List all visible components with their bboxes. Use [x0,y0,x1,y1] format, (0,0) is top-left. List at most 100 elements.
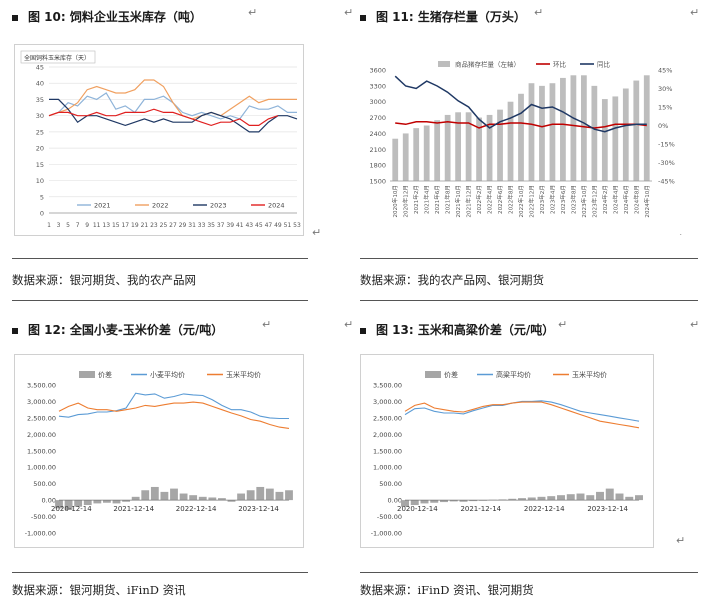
caption-fig12: 图 12: 全国小麦-玉米价差（元/吨） [12,321,223,338]
series-line-同比 [394,75,647,133]
x-tick-label: 2024年8月 [632,185,640,214]
caption-fig13: 图 13: 玉米和高粱价差（元/吨） [360,321,554,338]
x-tick-label: 7 [76,222,80,229]
divider [12,300,308,301]
divider [12,258,308,259]
bar [449,500,458,502]
x-tick-label: 2022年2月 [475,185,483,214]
x-tick-label: 2021年2月 [412,185,420,214]
y-tick-label: 3,000.00 [373,398,402,406]
y-tick-label: 2,000.00 [27,431,56,439]
bar [55,500,63,509]
x-tick-label: 2021年12月 [465,185,473,218]
series-line-2024 [48,108,279,127]
x-tick-label: 2023年4月 [548,185,556,214]
x-tick-label: 2023年12月 [590,185,598,218]
x-tick-label: 2021-12-14 [460,505,501,513]
chart-title-box [20,50,96,64]
caption-fig11: 图 11: 生猪存栏量（万头） [360,8,526,25]
y-tick-label: 30 [36,112,44,120]
x-tick-label: 2021年6月 [433,185,441,214]
bar [265,488,274,501]
x-tick-label: 2022-12-14 [176,505,217,513]
bar [198,496,207,501]
bar [246,490,255,501]
legend-swatch [438,61,450,67]
divider [360,572,698,573]
legend-label: 价差 [444,370,458,379]
bar [122,500,130,502]
y2-tick-label: 45% [658,67,672,75]
bar [605,488,614,501]
y-tick-label: 0 [40,210,44,218]
bar [160,491,169,501]
x-tick-label: 13 [102,222,110,229]
bar [507,101,514,181]
y-tick-label: 1500 [369,178,386,186]
bar [430,500,439,503]
y-tick-label: 2700 [369,114,386,122]
bar [179,493,188,501]
bar [469,500,478,502]
y-tick-label: -500.00 [377,513,402,521]
return-mark: ↵ [690,6,700,19]
x-tick-label: 5 [66,222,70,229]
return-mark: ↵ [344,318,354,331]
source-note: 数据来源：银河期货、iFinD 资讯 [12,583,186,597]
x-tick-label: 35 [207,222,215,229]
x-tick-label: 19 [131,222,139,229]
bar [227,500,236,502]
legend-label: 玉米平均价 [226,370,261,379]
x-tick-label: 2024年4月 [611,185,619,214]
bar [518,93,524,181]
caption-fig10: 图 10: 饲料企业玉米库存（吨） [12,8,202,25]
x-tick-label: 15 [112,222,120,229]
y-tick-label: 0.00 [42,497,56,505]
return-mark: ↵ [312,226,322,239]
divider [360,258,698,259]
x-tick-label: 2024年6月 [622,185,630,214]
legend-label: 环比 [553,60,567,69]
y-tick-label: 3000 [369,98,386,106]
legend-swatch [425,371,441,378]
x-tick-label: 1 [47,222,51,229]
bar [586,495,595,501]
chart-hog-inventory: 商品猪存栏量（左轴） 环比 同比 1500 1800 2100 2400 2700 3000 33… [360,60,690,234]
x-tick-label: 31 [188,222,196,229]
x-tick-label: 51 [284,222,292,229]
chart-wheat-corn-spread: 3,500.00 3,000.00 2,500.00 2,000.00 1,500.00… [14,354,304,548]
bar [112,500,121,504]
bar [539,85,545,181]
source-note: 数据来源：iFinD 资讯、银河期货 [360,583,534,597]
x-tick-label: 49 [274,222,282,229]
series-line-环比 [395,121,647,129]
legend-label: 高粱平均价 [496,370,531,379]
y2-tick-label: 30% [658,85,672,93]
y-tick-label: 2,500.00 [27,414,56,422]
y-tick-label: 40 [36,80,44,88]
bar [615,493,624,501]
legend-label: 2021 [94,202,111,210]
series-line-小麦平均价 [58,392,289,420]
y-tick-label: 3600 [369,67,386,75]
bar [570,75,577,181]
x-tick-label: 2022年12月 [528,185,536,218]
bar [601,99,608,181]
legend-label: 2023 [210,202,227,210]
y-tick-label: 3,500.00 [373,382,402,390]
x-tick-label: 2021年10月 [454,185,462,218]
x-tick-label: 9 [85,222,89,229]
bar [528,83,535,181]
series-line-2022 [48,79,297,120]
legend-swatch [79,371,95,378]
y2-tick-label: -30% [658,159,675,167]
bar [633,80,640,181]
y-tick-label: 2100 [369,146,386,154]
x-tick-label: 45 [255,222,263,229]
x-tick-label: 2022-12-14 [524,505,565,513]
series-line-高粱平均价 [404,400,640,422]
bar [402,133,409,181]
x-tick-label: 2023-12-14 [238,505,279,513]
x-tick-label: 25 [160,222,168,229]
x-tick-label: 43 [245,222,253,229]
